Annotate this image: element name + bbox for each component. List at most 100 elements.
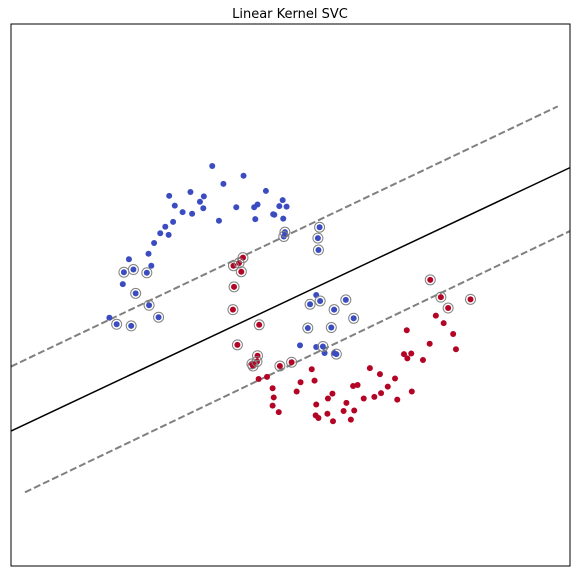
class-1-point	[234, 341, 241, 348]
support-vector-ring	[435, 291, 447, 303]
class-1-point	[270, 394, 277, 401]
class-1-point	[324, 395, 331, 402]
class-1-point	[311, 377, 318, 384]
class-0-point	[315, 247, 322, 254]
class-0-point	[319, 343, 326, 350]
support-vector-ring	[304, 298, 316, 310]
class-1-point	[452, 346, 459, 353]
support-vector-ring	[143, 299, 155, 311]
class-1-point	[371, 393, 378, 400]
support-vector-ring	[312, 232, 324, 244]
class-1-point	[315, 415, 322, 422]
class-1-point	[313, 401, 320, 408]
class-1-point	[403, 327, 410, 334]
class-1-point	[293, 388, 300, 395]
support-vector-ring	[325, 322, 337, 334]
support-vector-ring	[118, 266, 130, 278]
class-1-point	[450, 331, 457, 338]
support-vector-ring	[302, 322, 314, 334]
class-0-point	[145, 250, 152, 257]
class-0-point	[106, 314, 113, 321]
class-1-point	[408, 350, 415, 357]
support-vector-ring	[231, 339, 243, 351]
class-0-point	[252, 216, 259, 223]
class-1-point	[329, 390, 336, 397]
class-1-point	[329, 418, 336, 425]
class-1-point	[276, 363, 283, 370]
support-vector-ring	[227, 260, 239, 272]
class-1-point	[392, 375, 399, 382]
support-vector-rings	[111, 221, 476, 372]
class-0-point	[283, 203, 290, 210]
class-1-point	[445, 305, 452, 312]
class-0-point	[157, 230, 164, 237]
support-vector-ring	[246, 358, 258, 370]
class-1-point	[340, 407, 347, 414]
class-0-point	[215, 217, 222, 224]
decision-lines	[10, 105, 571, 494]
class-0-point	[200, 193, 207, 200]
class-1-point	[269, 402, 276, 409]
class-0-point	[304, 325, 311, 332]
support-vector-ring	[235, 266, 247, 278]
support-vector-ring	[424, 274, 436, 286]
class-0-point	[187, 189, 194, 196]
class-0-point	[328, 324, 335, 331]
class-0-point	[170, 218, 177, 225]
support-vector-ring	[314, 221, 326, 233]
class-0-point	[314, 235, 321, 242]
support-vector-ring	[251, 356, 263, 368]
support-vector-ring	[233, 257, 245, 269]
scatter-points	[106, 163, 474, 425]
margin-lower-line	[24, 230, 571, 494]
support-vector-ring	[228, 281, 240, 293]
class-0-point	[350, 315, 357, 322]
class-1-point	[288, 359, 295, 366]
class-0-point	[280, 215, 287, 222]
support-vector-ring	[442, 302, 454, 314]
class-0-point	[165, 231, 172, 238]
class-0-point	[196, 198, 203, 205]
class-1-point	[394, 396, 401, 403]
support-vector-ring	[125, 320, 137, 332]
support-vector-ring	[253, 319, 265, 331]
support-vector-ring	[312, 244, 324, 256]
class-1-point	[347, 416, 354, 423]
class-1-point	[230, 262, 237, 269]
class-1-point	[231, 283, 238, 290]
class-0-point	[280, 233, 287, 240]
class-0-point	[155, 314, 162, 321]
support-vector-ring	[340, 294, 352, 306]
support-vector-ring	[314, 295, 326, 307]
class-1-point	[366, 365, 373, 372]
class-0-point	[166, 192, 173, 199]
class-1-point	[297, 379, 304, 386]
class-1-point	[351, 407, 358, 414]
class-0-point	[162, 223, 169, 230]
support-vector-ring	[252, 350, 264, 362]
class-0-point	[143, 269, 150, 276]
class-1-point	[384, 383, 391, 390]
class-0-point	[130, 266, 137, 273]
class-0-point	[262, 187, 269, 194]
class-0-point	[270, 211, 277, 218]
support-vector-ring	[328, 304, 340, 316]
class-0-point	[132, 290, 139, 297]
support-vector-ring	[141, 267, 153, 279]
class-0-point	[200, 205, 207, 212]
support-vector-ring	[317, 340, 329, 352]
class-1-point	[256, 321, 263, 328]
support-vector-ring	[227, 304, 239, 316]
class-1-point	[426, 340, 433, 347]
class-0-point	[297, 342, 304, 349]
class-1-point	[275, 409, 282, 416]
support-vector-ring	[111, 318, 123, 330]
support-vector-ring	[153, 311, 165, 323]
class-0-point	[125, 256, 132, 263]
class-0-point	[307, 301, 314, 308]
class-0-point	[113, 321, 120, 328]
support-vector-ring	[464, 293, 476, 305]
class-0-point	[220, 180, 227, 187]
class-1-point	[378, 390, 385, 397]
class-1-point	[343, 399, 350, 406]
